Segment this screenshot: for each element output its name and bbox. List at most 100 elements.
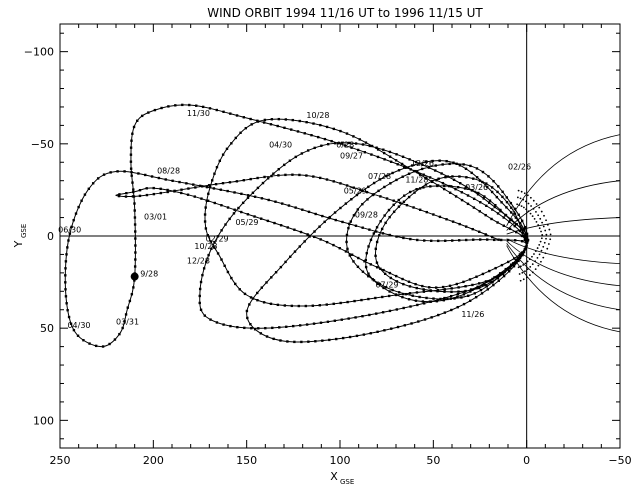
orbit-dot xyxy=(463,187,467,190)
orbit-dot xyxy=(388,155,392,158)
orbit-dot xyxy=(66,246,69,249)
orbit-dot xyxy=(437,239,440,243)
orbit-dot xyxy=(132,286,135,289)
orbit-dot xyxy=(257,327,260,330)
orbit-dot xyxy=(355,193,359,197)
orbit-dot xyxy=(375,266,379,269)
orbit-dot xyxy=(72,218,75,222)
orbit-dot xyxy=(134,244,137,247)
orbit-dot xyxy=(493,276,496,279)
bow-shock-dot xyxy=(541,233,544,236)
orbit-dot xyxy=(482,282,486,286)
orbit-dot xyxy=(513,257,516,260)
orbit-dot xyxy=(361,270,365,273)
orbit-dot xyxy=(229,112,232,115)
orbit-dot xyxy=(130,139,133,142)
orbit-dot xyxy=(452,161,455,164)
orbit-dot xyxy=(307,340,310,343)
orbit-dot xyxy=(249,322,252,326)
orbit-dot xyxy=(418,173,422,176)
orbit-dot xyxy=(352,186,355,189)
orbit-dot xyxy=(423,239,426,242)
orbit-dot xyxy=(418,187,422,190)
orbit-dot xyxy=(345,233,349,237)
orbit-dot xyxy=(209,240,212,243)
orbit-dot xyxy=(102,173,106,176)
orbit-dot xyxy=(383,214,386,217)
orbit-dot xyxy=(487,279,490,283)
bow-shock-dot xyxy=(516,196,519,199)
orbit-dot xyxy=(499,238,503,242)
orbit-date-label: 02/29 xyxy=(206,235,229,244)
orbit-dot xyxy=(374,230,378,233)
orbit-dot xyxy=(379,220,382,223)
orbit-dot xyxy=(395,280,399,283)
bow-shock-dot xyxy=(522,264,525,266)
bow-shock-dot xyxy=(538,243,541,246)
orbit-dot xyxy=(459,181,462,185)
bow-shock-dot xyxy=(535,203,538,205)
orbit-dot xyxy=(450,308,453,312)
orbit-dot xyxy=(494,275,498,279)
orbit-dot xyxy=(126,306,129,309)
orbit-dot xyxy=(288,159,292,162)
orbit-dot xyxy=(400,162,404,166)
orbit-dot xyxy=(213,246,216,249)
bow-shock-dot xyxy=(526,268,529,271)
orbit-dot xyxy=(432,213,435,216)
orbit-dot xyxy=(212,187,216,190)
orbit-dot xyxy=(443,184,446,188)
orbit-date-label: 09/28 xyxy=(355,211,378,220)
orbit-dot xyxy=(248,303,251,306)
orbit-dot xyxy=(334,218,337,222)
orbit-dot xyxy=(411,294,414,297)
orbit-dot xyxy=(413,191,416,194)
orbit-dot xyxy=(123,170,126,173)
orbit-dot xyxy=(129,167,133,170)
orbit-dot xyxy=(372,232,376,235)
orbit-dot xyxy=(485,182,488,185)
orbit-dot xyxy=(513,207,517,211)
orbit-dot xyxy=(451,239,454,242)
orbit-dot xyxy=(362,333,366,336)
orbit-dot xyxy=(457,286,460,289)
orbit-dot xyxy=(364,141,368,144)
orbit-dot xyxy=(216,235,220,238)
orbit-dot xyxy=(367,275,370,278)
orbit-dot xyxy=(448,191,452,194)
orbit-dot xyxy=(483,195,486,198)
orbit-dot xyxy=(446,175,450,178)
orbit-dot xyxy=(514,261,517,265)
bow-shock-dot xyxy=(538,206,541,209)
orbit-dot xyxy=(274,200,277,203)
orbit-dot xyxy=(243,292,247,296)
orbit-dot xyxy=(338,246,341,250)
orbit-dot xyxy=(478,210,481,213)
orbit-dot xyxy=(469,164,472,168)
orbit-dot xyxy=(436,184,439,188)
orbit-dot xyxy=(356,208,360,211)
orbit-dot xyxy=(337,142,340,145)
orbit-dot xyxy=(291,118,294,122)
orbit-dot xyxy=(194,186,197,189)
orbit-dot xyxy=(365,190,369,194)
bow-shock-dot xyxy=(533,218,536,220)
orbit-dot xyxy=(253,195,257,198)
orbit-dot xyxy=(131,181,134,184)
orbit-dot xyxy=(153,108,157,112)
orbit-dot xyxy=(477,286,481,290)
orbit-dot xyxy=(438,215,442,219)
bow-shock-dot xyxy=(529,196,532,199)
orbit-dot xyxy=(407,280,411,283)
field-line xyxy=(506,245,621,333)
orbit-dot xyxy=(430,316,433,319)
orbit-date-label: 08/28 xyxy=(157,166,180,175)
orbit-dot xyxy=(132,190,135,194)
orbit-dot xyxy=(277,167,280,171)
orbit-dot xyxy=(350,253,354,256)
orbit-dot xyxy=(118,332,121,336)
orbit-dot xyxy=(388,290,391,293)
orbit-dot xyxy=(521,252,524,255)
orbit-dot xyxy=(108,342,111,346)
bow-shock-dot xyxy=(547,243,550,245)
